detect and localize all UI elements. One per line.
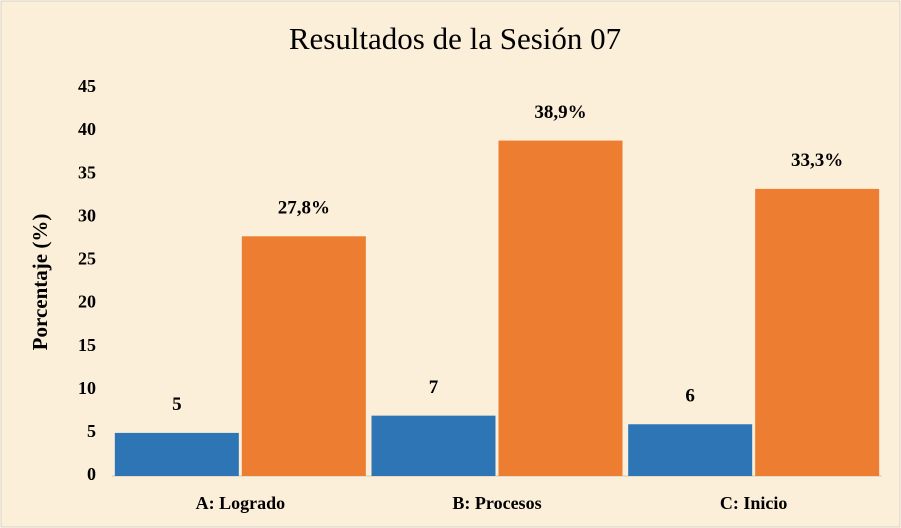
y-tick-label: 25: [78, 249, 96, 269]
chart-title: Resultados de la Sesión 07: [289, 21, 621, 56]
y-tick-label: 20: [78, 292, 96, 312]
bar: [628, 424, 753, 476]
bar: [371, 415, 496, 476]
value-label: 6: [685, 386, 695, 407]
y-tick-label: 5: [87, 421, 96, 441]
y-tick-label: 40: [78, 119, 96, 139]
y-tick-label: 0: [87, 464, 96, 484]
y-tick-label: 45: [78, 76, 96, 96]
bar: [755, 188, 880, 476]
y-tick-label: 10: [78, 378, 96, 398]
bar: [241, 236, 366, 476]
bar: [498, 140, 623, 476]
y-tick-label: 15: [78, 335, 96, 355]
value-label: 7: [429, 377, 439, 398]
y-axis-label: Porcentaje (%): [28, 214, 52, 351]
y-tick-label: 30: [78, 205, 96, 225]
value-label: 27,8%: [278, 198, 330, 219]
x-tick-label: B: Procesos: [452, 493, 541, 513]
value-label: 38,9%: [534, 102, 586, 123]
value-label: 5: [172, 394, 182, 415]
x-tick-label: A: Logrado: [196, 493, 286, 513]
bar: [114, 432, 239, 476]
y-tick-label: 35: [78, 162, 96, 182]
value-label: 33,3%: [791, 150, 843, 171]
x-tick-label: C: Inicio: [720, 493, 788, 513]
